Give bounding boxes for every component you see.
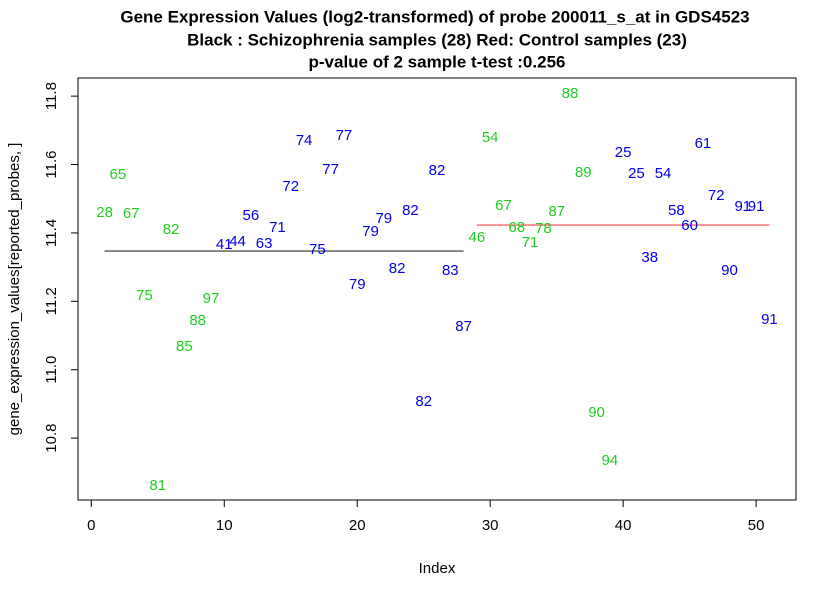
y-tick-label: 11.2 <box>43 287 60 315</box>
point-label: 72 <box>708 187 725 204</box>
point-label: 82 <box>415 393 432 410</box>
y-tick-label: 11.4 <box>43 219 60 247</box>
point-label: 77 <box>322 161 339 178</box>
point-label: 88 <box>562 85 579 102</box>
y-axis-label: gene_expression_values[reported_probes, … <box>6 143 23 436</box>
point-label: 41 <box>216 236 233 253</box>
point-label: 79 <box>362 223 379 240</box>
y-tick-label: 11.6 <box>43 150 60 178</box>
point-label: 88 <box>189 312 206 329</box>
point-label: 79 <box>375 210 392 227</box>
point-label: 58 <box>668 202 685 219</box>
point-label: 83 <box>442 262 459 279</box>
point-label: 91 <box>734 198 751 215</box>
point-label: 25 <box>615 144 632 161</box>
y-tick-label: 11.8 <box>43 82 60 110</box>
point-label: 67 <box>123 205 140 222</box>
point-label: 97 <box>203 290 220 307</box>
point-label: 79 <box>349 276 366 293</box>
chart-subtitle: p-value of 2 sample t-test :0.256 <box>309 52 566 71</box>
point-label: 91 <box>748 198 765 215</box>
point-label: 63 <box>256 235 273 252</box>
y-tick-label: 10.8 <box>43 424 60 453</box>
point-label: 87 <box>548 203 565 220</box>
point-label: 71 <box>522 234 539 251</box>
point-label: 81 <box>149 477 166 494</box>
point-label: 68 <box>508 219 525 236</box>
point-label: 71 <box>269 219 286 236</box>
point-label: 28 <box>96 204 113 221</box>
x-tick-label: 0 <box>87 517 95 534</box>
point-label: 75 <box>136 287 153 304</box>
x-tick-label: 10 <box>216 517 233 534</box>
point-label: 46 <box>469 229 486 246</box>
point-label: 61 <box>695 135 712 152</box>
point-label: 91 <box>761 311 778 328</box>
x-tick-label: 40 <box>615 517 632 534</box>
x-tick-label: 50 <box>748 517 765 534</box>
point-label: 89 <box>575 164 592 181</box>
point-label: 78 <box>535 220 552 237</box>
point-label: 74 <box>296 132 313 149</box>
point-label: 67 <box>495 197 512 214</box>
x-axis-label: Index <box>419 560 456 577</box>
point-label: 54 <box>655 165 672 182</box>
point-label: 85 <box>176 338 193 355</box>
point-label: 87 <box>455 318 472 335</box>
point-label: 75 <box>309 241 326 258</box>
point-label: 90 <box>721 262 738 279</box>
point-label: 44 <box>229 233 246 250</box>
chart-subtitle: Black : Schizophrenia samples (28) Red: … <box>187 30 687 49</box>
point-label: 38 <box>641 249 658 266</box>
x-tick-label: 30 <box>482 517 499 534</box>
point-label: 94 <box>602 452 619 469</box>
point-label: 54 <box>482 129 499 146</box>
y-tick-label: 11.0 <box>43 356 60 384</box>
point-label: 25 <box>628 165 645 182</box>
point-label: 72 <box>282 178 299 195</box>
point-label: 90 <box>588 404 605 421</box>
point-label: 77 <box>336 127 353 144</box>
point-label: 82 <box>389 260 406 277</box>
point-label: 82 <box>402 202 419 219</box>
point-label: 82 <box>429 162 446 179</box>
x-tick-label: 20 <box>349 517 366 534</box>
point-label: 60 <box>681 217 698 234</box>
point-label: 82 <box>163 221 180 238</box>
point-label: 56 <box>243 207 260 224</box>
point-label: 65 <box>110 166 127 183</box>
chart-title: Gene Expression Values (log2-transformed… <box>120 7 749 26</box>
